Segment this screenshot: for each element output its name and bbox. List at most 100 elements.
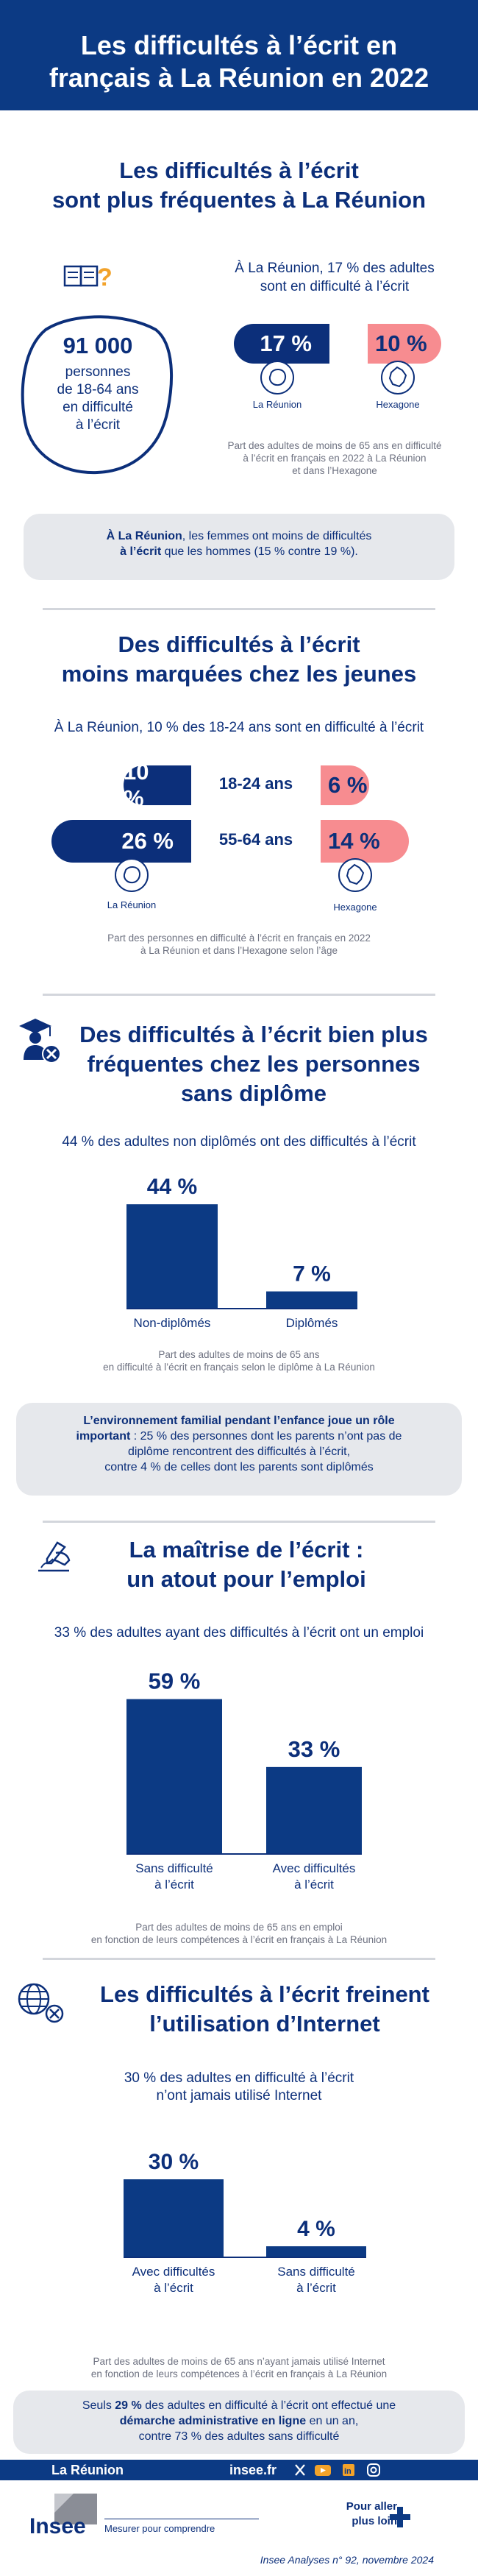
instagram-icon[interactable] [367, 2463, 380, 2477]
insee-site-link[interactable]: insee.fr [229, 2463, 277, 2477]
header-banner [0, 0, 478, 110]
section1-source-line3: et dans l’Hexagone [292, 465, 377, 476]
section4-title-line2: un atout pour l’emploi [126, 1566, 366, 1592]
section1-note-bold1: À La Réunion [106, 530, 182, 542]
youtube-icon[interactable] [315, 2465, 331, 2476]
section1-note-text1: , les femmes ont moins de difficultés [182, 530, 372, 542]
section3-note-text2: : 25 % des personnes dont les parents n’… [130, 1430, 402, 1443]
book-question-icon: ? [63, 263, 113, 291]
section3-note-text3: diplôme rencontrent des difficultés à l’… [127, 1446, 351, 1458]
section1-title-line1: Les difficultés à l’écrit [119, 158, 359, 183]
section1-title: Les difficultés à l’écrit sont plus fréq… [15, 156, 463, 215]
adults-count-value: 91 000 [63, 333, 133, 358]
x-icon[interactable] [295, 2464, 305, 2476]
section4-source-line2: en fonction de leurs compétences à l’écr… [90, 1934, 388, 1945]
section5-source: Part des adultes de moins de 65 ans n’ay… [29, 2355, 449, 2380]
social-icons: in [295, 2463, 380, 2477]
bar-value-label: 59 % [149, 1669, 201, 1694]
age-55-64-reunion-pill: 26 % [51, 820, 191, 863]
adults-count-line1: personnes [65, 364, 131, 380]
section3-title: Des difficultés à l’écrit bien plus fréq… [59, 1020, 449, 1108]
age-18-24-reunion-value: 10 % [124, 759, 149, 811]
section2-lead: À La Réunion, 10 % des 18-24 ans sont en… [54, 720, 424, 735]
section1-lead-line2: sont en difficulté à l’écrit [260, 279, 410, 294]
section5-title-line2: l’utilisation d’Internet [149, 2011, 380, 2037]
section5-note-text2: en un an, [306, 2415, 359, 2427]
insee-logo-text: Insee [29, 2514, 86, 2538]
section5-note-bold1: 29 % [115, 2399, 142, 2412]
section1-lead-line1: À La Réunion, 17 % des adultes [235, 261, 435, 276]
divider [43, 1958, 435, 1960]
section3-title-line3: sans diplôme [180, 1080, 327, 1106]
section4-lead: 33 % des adultes ayant des difficultés à… [54, 1625, 424, 1641]
bar-value-label: 44 % [147, 1175, 197, 1199]
reunion-label: La Réunion [252, 399, 302, 410]
internet-bar-chart: 30 % Avec difficultés à l’écrit 4 % Sans dif… [124, 2150, 366, 2295]
hexagone-label: Hexagone [333, 902, 377, 913]
bar-category-label: Sans difficulté [135, 1861, 213, 1875]
section3-source-line1: Part des adultes de moins de 65 ans [158, 1349, 320, 1360]
section3-title-line2: fréquentes chez les personnes [87, 1051, 421, 1077]
bar-category-label: à l’écrit [154, 1878, 194, 1892]
section3-source-line2: en difficulté à l’écrit en français selo… [103, 1362, 375, 1373]
reunion-map-icon [115, 858, 149, 892]
bar-category-label: Non-diplômés [134, 1316, 211, 1330]
diploma-bar-chart: 44 % Non-diplômés 7 % Diplômés [126, 1175, 357, 1330]
linkedin-icon[interactable]: in [343, 2464, 354, 2476]
learn-more-line1: Pour aller [346, 2500, 397, 2513]
internet-globe-icon [18, 1983, 64, 2023]
section5-lead-line1: 30 % des adultes en difficulté à l’écrit [124, 2070, 354, 2086]
section3-note-bold2: important [76, 1430, 131, 1443]
reunion-island-outline [21, 315, 173, 475]
section1-note: À La Réunion, les femmes ont moins de di… [24, 514, 454, 580]
section2-source-line1: Part des personnes en difficulté à l’écr… [107, 933, 371, 944]
section5-lead-line2: n’ont jamais utilisé Internet [156, 2088, 322, 2103]
section5-note-text1: Seuls [82, 2399, 115, 2412]
age-55-64-hexagone-pill: 14 % [321, 820, 409, 863]
learn-more-link[interactable]: Pour aller plus loin [309, 2499, 397, 2529]
reunion-rate-value: 17 % [260, 330, 312, 356]
adults-count-line4: à l’écrit [75, 417, 121, 433]
section1-source: Part des adultes de moins de 65 ans en d… [206, 439, 463, 477]
section2-title: Des difficultés à l’écrit moins marquées… [15, 630, 463, 689]
section3-source: Part des adultes de moins de 65 ans en d… [29, 1348, 449, 1373]
bar-1 [266, 1291, 357, 1308]
section2-source-line2: à La Réunion et dans l’Hexagone selon l’… [140, 945, 338, 956]
bar-category-label: Avec difficultés [273, 1861, 356, 1875]
bar-1 [266, 2246, 366, 2257]
section5-note-bold2: démarche administrative en ligne [119, 2415, 307, 2427]
learn-more-line2: plus loin [352, 2515, 397, 2527]
section1-title-line2: sont plus fréquentes à La Réunion [51, 187, 427, 213]
reunion-map-icon [260, 361, 294, 394]
insee-tagline: Mesurer pour comprendre [104, 2523, 215, 2534]
bar-0 [126, 1699, 222, 1853]
bar-value-label: 7 % [293, 1262, 331, 1287]
hexagone-map-icon [338, 858, 372, 892]
section4-title-line1: La maîtrise de l’écrit : [129, 1537, 364, 1563]
divider [43, 994, 435, 996]
bar-value-label: 33 % [288, 1736, 340, 1762]
section1-note-text2: que les hommes (15 % contre 19 %). [161, 545, 358, 558]
section2-title-line1: Des difficultés à l’écrit [118, 631, 360, 657]
adults-count-block: 91 000 personnes de 18-64 ans en difficu… [29, 333, 166, 434]
bar-category-label: à l’écrit [294, 1878, 334, 1892]
bar-0 [126, 1204, 218, 1308]
footer-region: La Réunion [51, 2463, 124, 2477]
bar-1 [266, 1766, 362, 1853]
plus-icon[interactable] [388, 2505, 412, 2529]
section3-note: L’environnement familial pendant l’enfan… [16, 1403, 462, 1496]
writing-hand-icon [38, 1541, 71, 1572]
adults-count-line2: de 18-64 ans [57, 382, 139, 397]
section4-source-line1: Part des adultes de moins de 65 ans en e… [135, 1922, 343, 1933]
hexagone-map-icon [381, 361, 415, 394]
svg-text:in: in [344, 2467, 352, 2476]
section3-title-line1: Des difficultés à l’écrit bien plus [79, 1022, 428, 1047]
section1-source-line2: à l’écrit en français en 2022 à La Réuni… [243, 453, 427, 464]
section3-note-text4: contre 4 % de celles dont les parents so… [104, 1461, 374, 1473]
divider [43, 1521, 435, 1523]
age-18-24-label: 18-24 ans [218, 774, 293, 793]
section1-note-bold2: à l’écrit [120, 545, 162, 558]
age-18-24-hexagone-value: 6 % [328, 772, 368, 798]
section5-note-text3: contre 73 % des adultes sans difficulté [138, 2430, 340, 2443]
bar-value-label: 30 % [149, 2150, 199, 2174]
